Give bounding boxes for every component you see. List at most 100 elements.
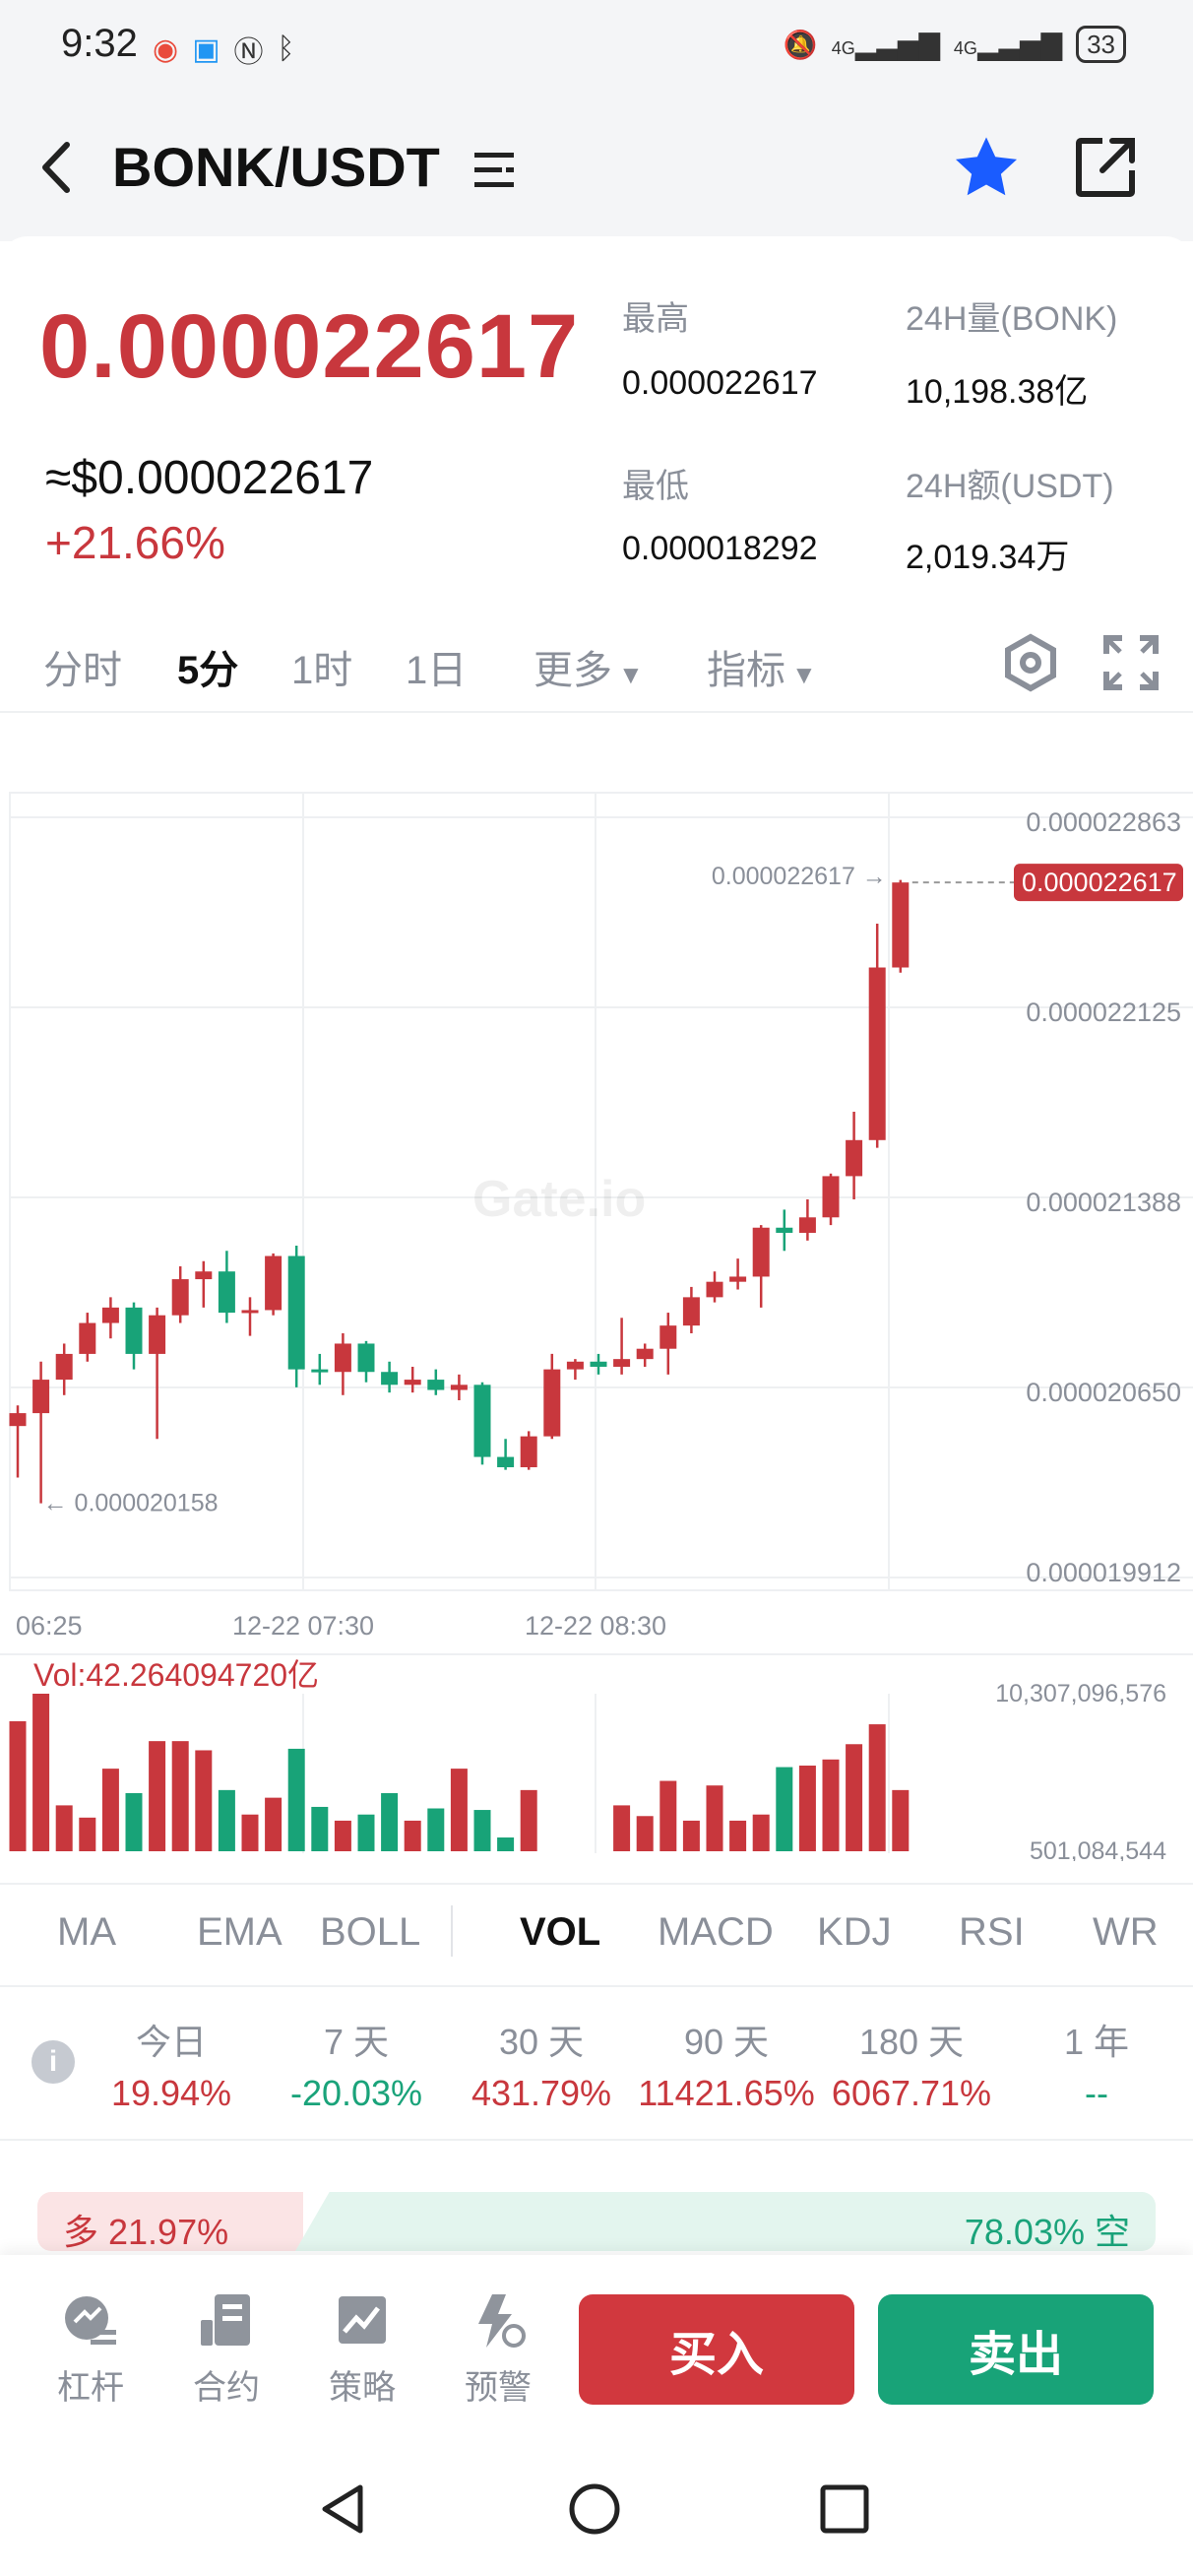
candle-body: [241, 1310, 259, 1314]
indicator-tab-ma[interactable]: MA: [57, 1910, 116, 1954]
candle-body: [497, 1456, 515, 1468]
hexagon-settings-icon: [1005, 633, 1056, 692]
external-link-icon: [1076, 138, 1135, 197]
candle: [149, 1307, 166, 1440]
message-icon: ▣: [192, 32, 220, 66]
top-nav: BONK/USDT: [0, 94, 1193, 241]
candle-body: [32, 1380, 50, 1414]
amount-24h-label: 24H额(USDT): [906, 468, 1114, 505]
tab-more[interactable]: 更多 ▼: [534, 638, 644, 695]
indicator-tab-macd[interactable]: MACD: [658, 1910, 774, 1954]
nav-leverage-label: 杠杆: [57, 2369, 124, 2407]
candle: [55, 1343, 73, 1395]
candlestick-chart[interactable]: Gate.io 0.000022863 0.000022125 0.00002138…: [0, 778, 1193, 1861]
volume-bar: [822, 1759, 840, 1851]
tab-5min[interactable]: 5分: [177, 649, 239, 692]
x-axis-labels: 06:25 12-22 07:30 12-22 08:30: [16, 1611, 666, 1641]
divider: [0, 711, 1193, 713]
perf-value-1y: --: [1085, 2073, 1108, 2113]
tab-1hour[interactable]: 1时: [291, 649, 353, 692]
candle: [450, 1374, 468, 1401]
nav-strategy[interactable]: 策略: [303, 2292, 421, 2409]
candle-body: [729, 1276, 747, 1282]
candle: [334, 1332, 351, 1395]
candle-body: [287, 1256, 305, 1370]
info-icon[interactable]: i: [31, 2040, 75, 2084]
volume-bar: [218, 1789, 235, 1851]
fullscreen-button[interactable]: [1102, 634, 1160, 696]
app-notification-icon: ◉: [153, 32, 179, 66]
candle-body: [171, 1279, 189, 1316]
fullscreen-icon: [1103, 635, 1159, 690]
status-time: 9:32: [61, 22, 138, 65]
buy-button[interactable]: 买入: [579, 2294, 854, 2405]
candle: [846, 1112, 863, 1199]
volume-bar: [682, 1820, 700, 1851]
nav-contract[interactable]: 合约: [167, 2292, 285, 2409]
candle-body: [265, 1256, 283, 1311]
x-tick-label: 12-22 07:30: [232, 1611, 374, 1641]
perf-value-today: 19.94%: [110, 2073, 232, 2113]
volume-bar: [125, 1792, 143, 1851]
y-tick-label: 0.000021388: [1026, 1188, 1181, 1217]
chart-settings-button[interactable]: [1000, 632, 1061, 698]
pair-switch-button[interactable]: [472, 151, 516, 195]
perf-label-90d: 90 天: [683, 2022, 770, 2062]
volume-bar: [9, 1720, 27, 1851]
volume-bar: [798, 1766, 816, 1851]
favorite-button[interactable]: [947, 131, 1026, 211]
pair-title[interactable]: BONK/USDT: [112, 136, 440, 198]
back-button[interactable]: [30, 133, 89, 202]
candle-body: [311, 1369, 329, 1373]
volume-min-label: 501,084,544: [1030, 1837, 1166, 1861]
current-price-tag: [1014, 864, 1183, 902]
usd-price: ≈$0.000022617: [45, 452, 374, 504]
perf-value-90d: 11421.65%: [638, 2073, 815, 2113]
candle-body: [659, 1325, 677, 1349]
tab-timeshare[interactable]: 分时: [43, 649, 122, 692]
candle-body: [636, 1348, 654, 1360]
candle: [427, 1369, 445, 1395]
nav-leverage[interactable]: 杠杆: [31, 2292, 150, 2409]
share-button[interactable]: [1073, 135, 1138, 205]
indicator-separator: [451, 1905, 453, 1957]
last-price: 0.000022617: [39, 296, 580, 397]
sell-button[interactable]: 卖出: [878, 2294, 1154, 2405]
low-value: 0.000018292: [622, 530, 818, 567]
indicator-tab-boll[interactable]: BOLL: [320, 1910, 421, 1954]
perf-label-30d: 30 天: [498, 2022, 585, 2062]
volume-bar: [613, 1805, 631, 1851]
alert-icon: [478, 2294, 526, 2348]
volume-label: Vol:42.264094720亿: [33, 1657, 319, 1693]
divider: [0, 1985, 1193, 1987]
nav-alert[interactable]: 预警: [439, 2292, 557, 2409]
nav-strategy-label: 策略: [329, 2369, 396, 2407]
volume-bars: [9, 1694, 910, 1851]
volume-bar: [473, 1810, 491, 1851]
volume-bar: [706, 1785, 723, 1851]
tab-indicators[interactable]: 指标 ▼: [707, 638, 817, 695]
indicator-tab-rsi[interactable]: RSI: [959, 1910, 1025, 1954]
nav-back-icon[interactable]: [317, 2481, 372, 2537]
short-ratio-label: 78.03% 空: [964, 2212, 1130, 2251]
tab-1day[interactable]: 1日: [406, 649, 468, 692]
nav-home-icon[interactable]: [567, 2481, 622, 2537]
candle-body: [473, 1385, 491, 1457]
candle-body: [520, 1436, 537, 1468]
nav-recents-icon[interactable]: [817, 2481, 872, 2537]
candle-body: [590, 1361, 607, 1368]
indicator-tab-ema[interactable]: EMA: [197, 1910, 283, 1954]
candle-body: [101, 1307, 119, 1323]
indicator-tab-vol[interactable]: VOL: [520, 1910, 601, 1954]
volume-bar: [776, 1767, 793, 1851]
indicator-tab-kdj[interactable]: KDJ: [817, 1910, 892, 1954]
candle-body: [125, 1307, 143, 1354]
y-tick-label: 0.000020650: [1026, 1378, 1181, 1407]
volume-bar: [171, 1741, 189, 1851]
indicator-tab-wr[interactable]: WR: [1093, 1910, 1159, 1954]
nav-alert-label: 预警: [465, 2369, 532, 2407]
perf-value-7d: -20.03%: [289, 2073, 423, 2113]
candle: [729, 1258, 747, 1290]
x-tick-label: 12-22 08:30: [525, 1611, 666, 1641]
candle: [473, 1382, 491, 1465]
